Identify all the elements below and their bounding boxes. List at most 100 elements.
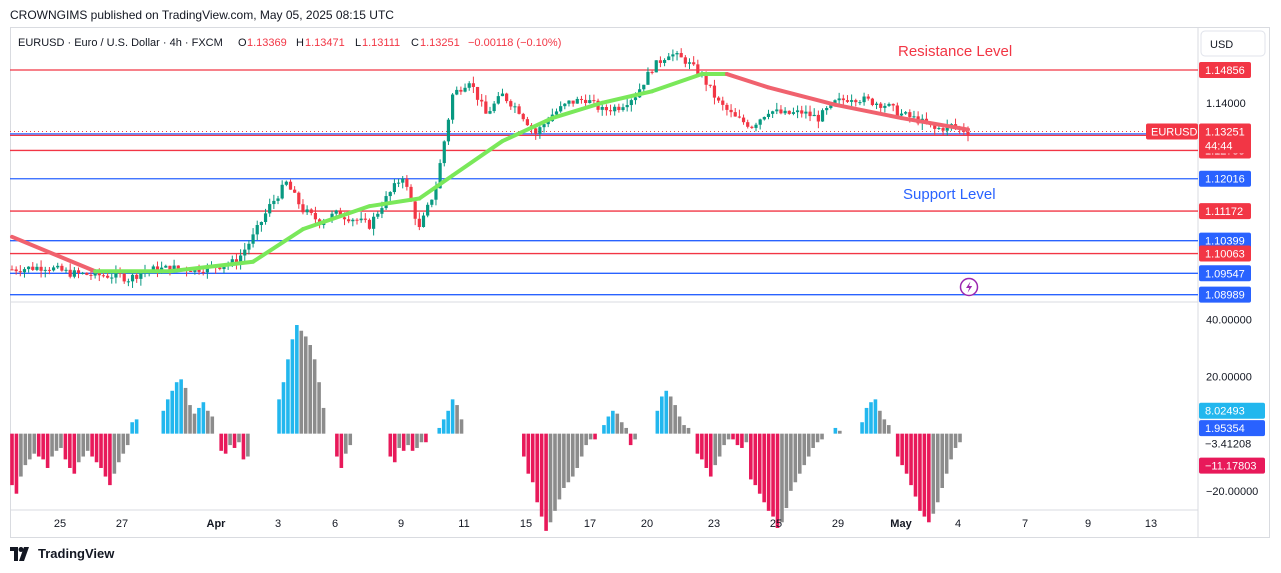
currency-label: USD [1210, 39, 1233, 51]
candle [737, 109, 741, 119]
time-tick-label: Apr [207, 518, 227, 530]
candle [384, 191, 388, 210]
candle [791, 107, 796, 116]
histogram-bar [76, 433, 81, 463]
candle [89, 270, 93, 280]
histogram-bar [72, 433, 77, 474]
candle [509, 99, 513, 110]
candle [754, 122, 758, 132]
moving-average-segment [167, 259, 256, 274]
histogram-bar [731, 433, 735, 440]
price-level-label[interactable]: 1.11172 [1199, 203, 1251, 220]
candle [571, 100, 575, 107]
candle [517, 103, 521, 115]
candle [496, 92, 500, 105]
candle [446, 118, 451, 145]
histogram-bar [958, 433, 962, 443]
histogram-bar [700, 433, 704, 460]
candle [812, 108, 816, 117]
candle [284, 180, 288, 187]
price-level-label[interactable]: 1.10399 [1199, 232, 1251, 249]
candle [31, 262, 35, 272]
histogram-bar [85, 433, 90, 451]
candle [862, 92, 866, 106]
histogram-bar [112, 433, 117, 474]
candle [891, 103, 895, 112]
candle [351, 218, 355, 227]
price-level-label[interactable]: 1.09547 [1199, 265, 1251, 282]
tradingview-footer[interactable]: TradingView [10, 546, 114, 561]
candle [372, 212, 376, 236]
currency-button[interactable]: USD [1200, 30, 1266, 57]
histogram-bar [900, 433, 904, 466]
histogram-bar [797, 433, 802, 474]
osc-value-label[interactable]: 1.95354 [1199, 420, 1265, 437]
osc-value-label[interactable]: −3.41208 [1205, 438, 1251, 450]
resistance-annotation: Resistance Level [898, 43, 1012, 60]
histogram-bar [32, 433, 37, 454]
candle [14, 266, 18, 275]
price-level-label[interactable]: 1.10063 [1199, 245, 1251, 262]
candle [708, 84, 712, 88]
histogram-bar [584, 433, 588, 446]
candle [280, 180, 284, 200]
histogram-bar [397, 433, 402, 448]
histogram-bar [410, 433, 415, 451]
histogram-bar [606, 416, 611, 434]
alert-marker-icon[interactable] [959, 277, 979, 297]
histogram-bar [922, 433, 927, 517]
candle [841, 94, 845, 105]
moving-average-segment [10, 234, 98, 274]
candle [621, 103, 625, 112]
last-price-label[interactable]: EURUSD 1.13251 44:44 [1146, 123, 1251, 154]
candle [85, 272, 89, 276]
histogram-bar [406, 433, 410, 446]
histogram-bar [673, 405, 677, 434]
candle [733, 108, 737, 117]
histogram-bar [940, 433, 944, 488]
histogram-bar [695, 433, 700, 454]
histogram-bar [553, 433, 557, 511]
histogram-bar [904, 433, 909, 474]
histogram-bar [424, 433, 428, 443]
legend-l-label: L [355, 37, 361, 49]
histogram-bar [339, 433, 344, 468]
last-price-symbol: EURUSD [1151, 126, 1198, 138]
histogram-bar [388, 433, 393, 457]
histogram-bar [90, 433, 94, 457]
price-level-label[interactable]: 1.12016 [1199, 170, 1251, 187]
svg-text:1.10399: 1.10399 [1205, 236, 1245, 248]
candle [725, 102, 729, 116]
histogram-bar [633, 433, 637, 440]
histogram-bar [570, 433, 575, 477]
price-level-label[interactable]: 1.14856 [1199, 61, 1251, 78]
candle [272, 194, 276, 210]
histogram-bar [575, 433, 580, 468]
candle [430, 199, 434, 208]
histogram-bar [775, 433, 780, 529]
candle [895, 102, 899, 117]
histogram-bar [833, 427, 838, 434]
svg-text:−11.17803: −11.17803 [1205, 461, 1257, 473]
legend-change: −0.00118 (−0.10%) [468, 37, 561, 49]
time-tick-label: 27 [116, 518, 128, 530]
candle [405, 175, 409, 191]
histogram-bar [784, 433, 789, 508]
price-level-label[interactable]: 1.08989 [1199, 286, 1251, 303]
osc-value-label[interactable]: −11.17803 [1199, 457, 1265, 474]
histogram-bar [45, 433, 50, 468]
histogram-bar [628, 433, 633, 446]
osc-value-label[interactable]: 8.02493 [1199, 402, 1265, 419]
candle [800, 105, 804, 118]
time-tick-label: 6 [332, 518, 338, 530]
histogram-bar [944, 433, 949, 474]
histogram-bar [223, 433, 228, 454]
moving-average-segment [766, 85, 837, 107]
histogram-bar [615, 413, 620, 434]
histogram-bar [682, 425, 686, 434]
histogram-bar [415, 433, 419, 448]
histogram-bar [780, 433, 784, 523]
candle [239, 249, 243, 270]
histogram-bar [117, 433, 121, 463]
